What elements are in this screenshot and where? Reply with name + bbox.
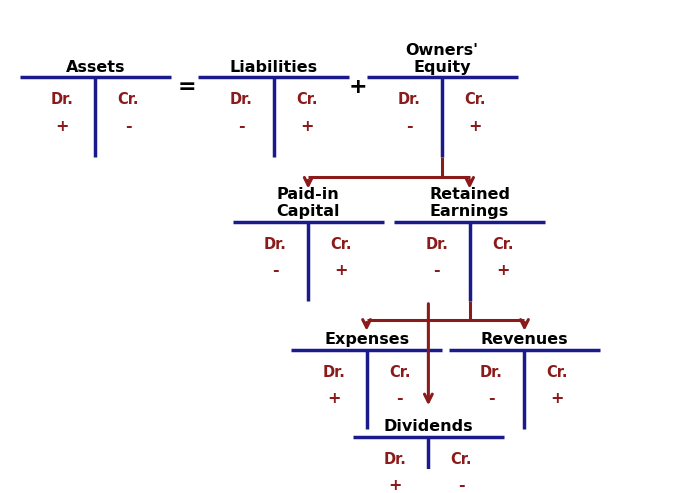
Text: Cr.: Cr. — [492, 237, 513, 251]
Text: Dr.: Dr. — [51, 92, 74, 107]
Text: -: - — [237, 119, 244, 134]
Text: Owners'
Equity: Owners' Equity — [406, 43, 479, 74]
Text: -: - — [272, 263, 279, 278]
Text: Dr.: Dr. — [384, 452, 407, 467]
Text: -: - — [433, 263, 440, 278]
Text: Revenues: Revenues — [481, 332, 568, 347]
Text: Paid-in
Capital: Paid-in Capital — [277, 187, 340, 219]
Text: =: = — [177, 76, 196, 97]
Text: Dr.: Dr. — [230, 92, 253, 107]
Text: Assets: Assets — [66, 60, 125, 74]
Text: Dividends: Dividends — [383, 419, 473, 434]
Text: Dr.: Dr. — [480, 365, 503, 380]
Text: +: + — [300, 119, 313, 134]
Text: Retained
Earnings: Retained Earnings — [429, 187, 510, 219]
Text: Dr.: Dr. — [322, 365, 345, 380]
Text: +: + — [56, 119, 69, 134]
Text: Cr.: Cr. — [389, 365, 410, 380]
Text: Cr.: Cr. — [464, 92, 486, 107]
Text: +: + — [334, 263, 348, 278]
Text: Cr.: Cr. — [547, 365, 568, 380]
Text: +: + — [327, 391, 340, 406]
Text: -: - — [458, 478, 464, 493]
Text: -: - — [406, 119, 412, 134]
Text: Dr.: Dr. — [398, 92, 421, 107]
Text: +: + — [495, 263, 509, 278]
Text: -: - — [125, 119, 131, 134]
Text: +: + — [468, 119, 482, 134]
Text: -: - — [489, 391, 495, 406]
Text: Expenses: Expenses — [324, 332, 409, 347]
Text: Dr.: Dr. — [425, 237, 448, 251]
Text: -: - — [397, 391, 403, 406]
Text: +: + — [389, 478, 402, 493]
Text: Cr.: Cr. — [331, 237, 352, 251]
Text: Liabilities: Liabilities — [230, 60, 318, 74]
Text: Dr.: Dr. — [264, 237, 286, 251]
Text: Cr.: Cr. — [118, 92, 139, 107]
Text: +: + — [349, 76, 367, 97]
Text: Cr.: Cr. — [296, 92, 318, 107]
Text: +: + — [551, 391, 564, 406]
Text: Cr.: Cr. — [450, 452, 472, 467]
